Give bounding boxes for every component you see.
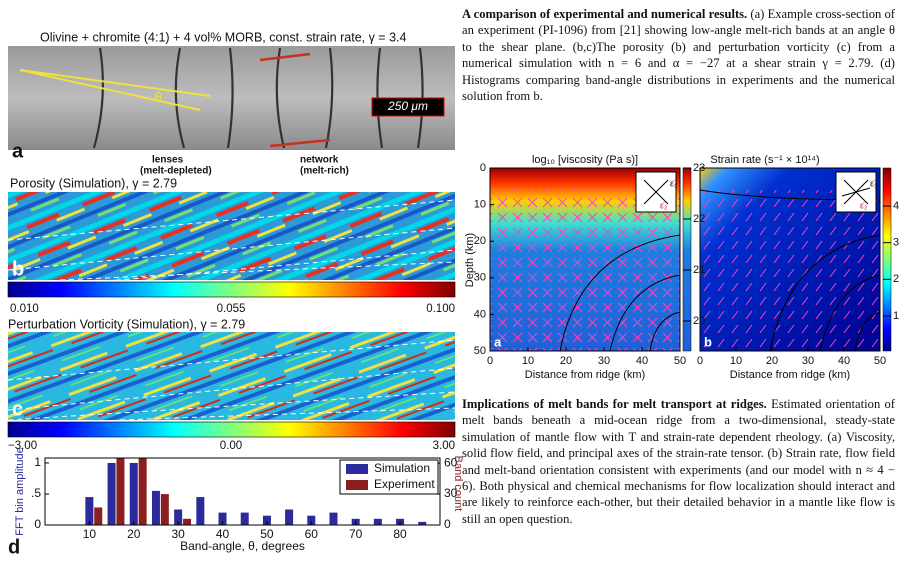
y-tick-label: 0 [34, 517, 41, 531]
y-tick-label: 1 [34, 455, 41, 469]
scale-bar: 250 μm [387, 99, 428, 113]
bar [285, 509, 293, 525]
bar [241, 513, 249, 525]
panel-letter: a [12, 140, 24, 162]
y-axis-label: FFT bin amplitude [14, 447, 26, 535]
x-axis-label: Band-angle, θ, degrees [180, 539, 305, 553]
bar [374, 519, 382, 525]
caption: A comparison of experimental and numeric… [462, 6, 895, 104]
x-tick-label: 60 [305, 527, 319, 541]
caption-text: Estimated orientation of melt bands bene… [462, 397, 895, 526]
caption: Implications of melt bands for melt tran… [462, 396, 895, 527]
colorbar-tick-label: 4 [893, 200, 899, 212]
axis-label: ε̇₁ [670, 178, 677, 188]
bar [130, 463, 138, 525]
axis-label: ε̇₂ [660, 200, 668, 210]
annotation: lenses [152, 155, 184, 166]
panel-title: Olivine + chromite (4:1) + 4 vol% MORB, … [40, 30, 407, 44]
bar [108, 463, 116, 525]
x-tick-label: 10 [730, 355, 742, 367]
bar [329, 513, 337, 525]
colorbar [683, 168, 691, 351]
panel-letter: b [12, 258, 24, 280]
x-tick-label: 40 [636, 355, 648, 367]
page: { "figure_1": { "panel_a": {"title": "Ol… [0, 0, 899, 561]
x-tick-label: 0 [487, 355, 493, 367]
bar [116, 458, 124, 525]
axis-label: ε̇₂ [860, 200, 868, 210]
colorbar [8, 282, 455, 297]
colorbar-tick-label: 22 [693, 213, 705, 225]
x-tick-label: 50 [874, 355, 886, 367]
panel-letter: b [704, 334, 712, 349]
y-tick-label: 20 [474, 235, 486, 247]
bar [85, 497, 93, 525]
band-orientation [700, 190, 880, 351]
colorbar-label: 3.00 [433, 440, 455, 452]
angle-label: θ [155, 90, 162, 104]
x-axis-label: Distance from ridge (km) [525, 369, 645, 381]
y-tick-label: 50 [474, 345, 486, 357]
colorbar-tick-label: 20 [693, 315, 705, 327]
annotation: (melt-rich) [300, 166, 349, 177]
annotation: (melt-depleted) [140, 166, 212, 177]
panel-title: log₁₀ [viscosity (Pa s)] [532, 154, 638, 166]
colorbar-tick-label: 1 [893, 310, 899, 322]
colorbar-tick-label: 3 [893, 237, 899, 249]
colorbar-label: 0.055 [217, 303, 246, 315]
y-tick-label: 40 [474, 308, 486, 320]
x-tick-label: 10 [522, 355, 534, 367]
colorbar-label: 0.100 [426, 303, 455, 315]
x-tick-label: 10 [83, 527, 97, 541]
legend-label: Simulation [374, 461, 430, 475]
x-tick-label: 50 [674, 355, 686, 367]
bar [183, 519, 191, 525]
caption-title: A comparison of experimental and numeric… [462, 7, 747, 21]
colorbar [883, 168, 891, 351]
legend-label: Experiment [374, 477, 435, 491]
legend-swatch [346, 480, 368, 490]
strain-axes [490, 190, 680, 351]
x-tick-label: 20 [127, 527, 141, 541]
colorbar-tick-label: 21 [693, 264, 705, 276]
annotation: network [300, 155, 339, 166]
bar [94, 507, 102, 525]
panel-letter: a [494, 334, 502, 349]
y-tick-label: 30 [474, 272, 486, 284]
x-tick-label: 0 [697, 355, 703, 367]
y-tick-label: 0 [480, 162, 486, 174]
bar [152, 491, 160, 525]
caption-title: Implications of melt bands for melt tran… [462, 397, 767, 411]
panel-title: Strain rate (s⁻¹ × 10¹⁴) [710, 154, 819, 166]
x-axis-label: Distance from ridge (km) [730, 369, 850, 381]
x-tick-label: 30 [802, 355, 814, 367]
bar [139, 458, 147, 525]
panel-letter: d [8, 536, 20, 558]
colorbar-tick-label: 2 [893, 273, 899, 285]
colorbar [8, 422, 455, 437]
bar [196, 497, 204, 525]
panel-title: Porosity (Simulation), γ = 2.79 [10, 176, 177, 190]
panel-letter: c [12, 398, 23, 420]
panel-title: Perturbation Vorticity (Simulation), γ =… [8, 317, 245, 331]
axis-label: ε̇₁ [870, 178, 877, 188]
x-tick-label: 20 [766, 355, 778, 367]
y-tick-label: 10 [474, 199, 486, 211]
legend-swatch [346, 464, 368, 474]
bar [161, 494, 169, 525]
porosity-field [8, 192, 455, 280]
colorbar-label: 0.010 [10, 303, 39, 315]
colorbar-tick-label: 23 [693, 162, 705, 174]
caption-text: (a) Example cross-section of an experime… [462, 7, 895, 103]
colorbar-label: 0.00 [220, 440, 242, 452]
x-tick-label: 40 [838, 355, 850, 367]
x-tick-label: 20 [560, 355, 572, 367]
x-tick-label: 30 [598, 355, 610, 367]
y2-tick-label: 0 [444, 517, 451, 531]
x-tick-label: 70 [349, 527, 363, 541]
vorticity-field [8, 332, 455, 420]
y-tick-label: .5 [31, 486, 41, 500]
x-tick-label: 80 [393, 527, 407, 541]
